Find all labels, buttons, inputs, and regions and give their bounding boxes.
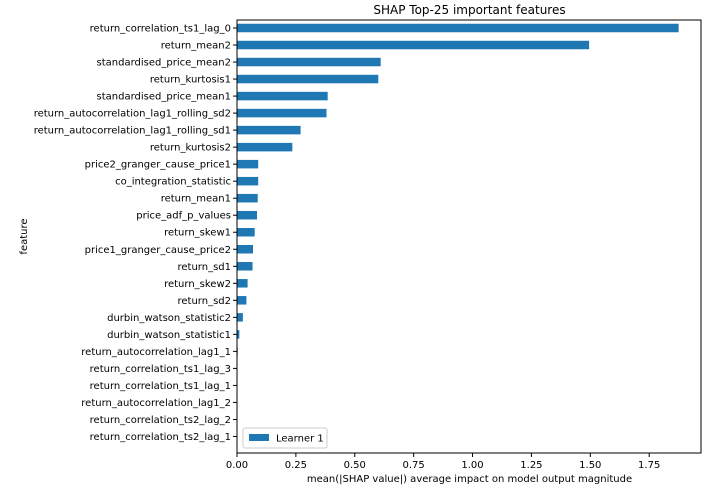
plot-frame: [236, 19, 702, 454]
y-tick-label: return_mean1: [161, 194, 231, 205]
y-tick-label: return_correlation_ts1_lag_0: [90, 24, 231, 35]
y-tick-label: return_kurtosis2: [150, 143, 231, 154]
y-tick-label: return_correlation_ts1_lag_3: [90, 364, 231, 375]
bar-return_autocorrelation_lag1_rolling_sd1: [237, 125, 301, 135]
y-tick-label: return_mean2: [161, 41, 231, 52]
legend-entry: Learner 1: [276, 434, 324, 445]
x-tick-label: 0.75: [403, 460, 425, 471]
bar-co_integration_statistic: [237, 176, 259, 186]
y-tick-label: return_autocorrelation_lag1_rolling_sd2: [34, 109, 231, 120]
x-tick-label: 1.25: [520, 460, 542, 471]
x-tick-labels: 0.00 0.25 0.50 0.75 1.00 1.25 1.50 1.75: [226, 453, 660, 471]
y-tick-label: price_adf_p_values: [136, 211, 231, 222]
x-tick-label: 1.75: [638, 460, 660, 471]
bar-return_sd2: [237, 296, 247, 305]
y-tick-label: price1_granger_cause_price2: [85, 245, 231, 256]
bar-standardised_price_mean1: [237, 91, 328, 101]
y-tick-label: return_autocorrelation_lag1_1: [81, 347, 231, 358]
bars-group: [237, 23, 679, 441]
bar-return_autocorrelation_lag1_rolling_sd2: [237, 108, 327, 118]
y-tick-label: return_skew1: [164, 228, 231, 239]
y-tick-label: standardised_price_mean1: [97, 92, 231, 103]
legend-swatch: [249, 434, 269, 441]
y-tick-label: return_autocorrelation_lag1_2: [81, 398, 231, 409]
bar-return_skew1: [237, 227, 255, 237]
y-tick-label: co_integration_statistic: [115, 177, 231, 188]
bar-return_correlation_ts1_lag_0: [237, 23, 679, 33]
y-axis-label: feature: [19, 218, 30, 254]
bar-durbin_watson_statistic1: [237, 330, 240, 339]
x-axis-label: mean(|SHAP value|) average impact on mod…: [307, 474, 632, 485]
y-tick-label: standardised_price_mean2: [97, 58, 231, 69]
legend-box: [242, 427, 328, 449]
y-tick-label: return_autocorrelation_lag1_rolling_sd1: [34, 126, 231, 137]
bar-price2_granger_cause_price1: [237, 159, 259, 169]
legend: Learner 1: [242, 427, 328, 449]
bar-standardised_price_mean2: [237, 57, 381, 67]
bar-price1_granger_cause_price2: [237, 245, 254, 254]
y-tick-label: return_correlation_ts2_lag_2: [90, 415, 231, 426]
chart-title: SHAP Top-25 important features: [373, 3, 565, 17]
y-tick-label: return_skew2: [164, 279, 231, 290]
bar-price_adf_p_values: [237, 210, 258, 220]
bar-return_skew2: [237, 279, 248, 288]
bar-return_sd1: [237, 262, 253, 271]
y-tick-label: return_kurtosis1: [150, 75, 231, 86]
y-tick-label: durbin_watson_statistic1: [107, 330, 231, 341]
y-tick-labels: return_correlation_ts1_lag_0 return_mean2…: [34, 24, 237, 443]
x-tick-label: 0.50: [344, 460, 366, 471]
y-tick-label: return_sd1: [178, 262, 232, 273]
x-tick-label: 0.25: [285, 460, 307, 471]
bar-return_mean2: [237, 40, 590, 50]
y-tick-label: return_correlation_ts1_lag_1: [90, 381, 231, 392]
x-tick-label: 0.00: [226, 460, 248, 471]
y-tick-label: return_sd2: [178, 296, 232, 307]
y-tick-label: price2_granger_cause_price1: [85, 160, 231, 171]
bar-return_mean1: [237, 193, 258, 203]
x-tick-label: 1.00: [461, 460, 483, 471]
y-tick-label: return_correlation_ts2_lag_1: [90, 432, 231, 443]
bar-durbin_watson_statistic2: [237, 313, 243, 322]
x-tick-label: 1.50: [579, 460, 601, 471]
bar-return_kurtosis1: [237, 74, 379, 84]
y-tick-label: durbin_watson_statistic2: [107, 313, 231, 324]
bar-return_kurtosis2: [237, 142, 293, 152]
